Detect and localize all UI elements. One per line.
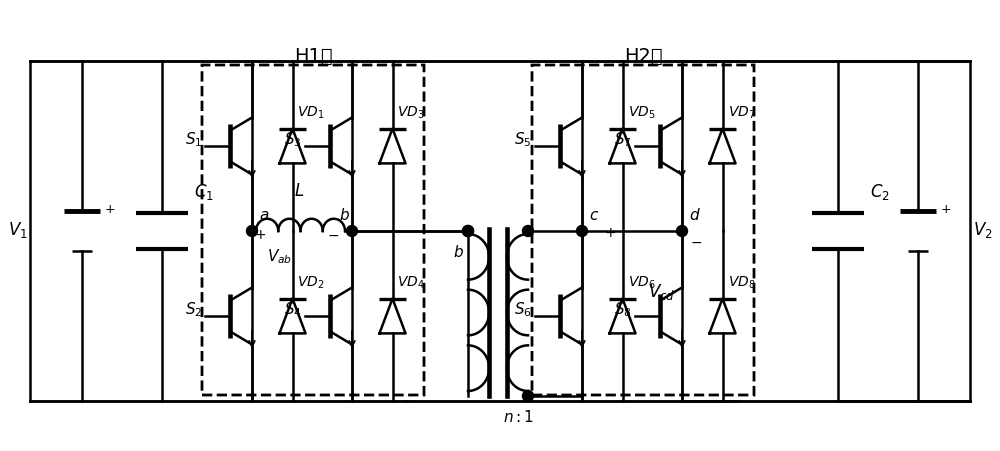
Circle shape <box>522 391 534 401</box>
Text: $VD_4$: $VD_4$ <box>397 274 425 290</box>
Text: $VD_7$: $VD_7$ <box>728 104 755 120</box>
Text: $n:1$: $n:1$ <box>503 408 534 424</box>
Text: $S_6$: $S_6$ <box>514 299 532 318</box>
Text: $V_2$: $V_2$ <box>973 220 993 239</box>
Text: +: + <box>254 227 266 241</box>
Text: $VD_8$: $VD_8$ <box>728 274 755 290</box>
Text: $a$: $a$ <box>259 207 269 222</box>
Circle shape <box>463 226 474 237</box>
Circle shape <box>676 226 688 237</box>
Text: $S_8$: $S_8$ <box>614 299 632 318</box>
Text: $d$: $d$ <box>689 207 701 222</box>
Text: $b$: $b$ <box>339 207 350 222</box>
Text: $VD_2$: $VD_2$ <box>297 274 325 290</box>
Text: $S_2$: $S_2$ <box>185 299 202 318</box>
Text: $c$: $c$ <box>589 207 599 222</box>
Text: +: + <box>604 226 616 239</box>
Text: $b$: $b$ <box>453 244 464 259</box>
Text: $L$: $L$ <box>294 182 305 199</box>
Text: $-$: $-$ <box>690 235 702 249</box>
Text: $S_4$: $S_4$ <box>284 299 302 318</box>
Text: $S_7$: $S_7$ <box>614 130 632 148</box>
Text: $VD_5$: $VD_5$ <box>628 104 655 120</box>
Text: H2桥: H2桥 <box>624 47 662 66</box>
Text: $S_5$: $S_5$ <box>514 130 532 148</box>
Circle shape <box>347 226 358 237</box>
Text: $V_{ab}$: $V_{ab}$ <box>267 246 292 265</box>
Circle shape <box>246 226 258 237</box>
Circle shape <box>463 226 474 237</box>
Text: $S_1$: $S_1$ <box>185 130 202 148</box>
Text: H1桥: H1桥 <box>294 47 332 66</box>
Text: $VD_3$: $VD_3$ <box>397 104 425 120</box>
Text: $S_3$: $S_3$ <box>284 130 302 148</box>
Text: $C_1$: $C_1$ <box>194 182 214 202</box>
Circle shape <box>576 226 588 237</box>
Text: +: + <box>941 203 952 216</box>
Circle shape <box>522 226 534 237</box>
Text: $-$: $-$ <box>327 227 339 241</box>
Text: $VD_6$: $VD_6$ <box>628 274 655 290</box>
Text: $C_2$: $C_2$ <box>870 182 890 202</box>
Text: $VD_1$: $VD_1$ <box>297 104 325 120</box>
Text: $V_1$: $V_1$ <box>8 220 28 239</box>
Text: +: + <box>105 203 116 216</box>
Text: $V_{cd}$: $V_{cd}$ <box>648 281 676 301</box>
